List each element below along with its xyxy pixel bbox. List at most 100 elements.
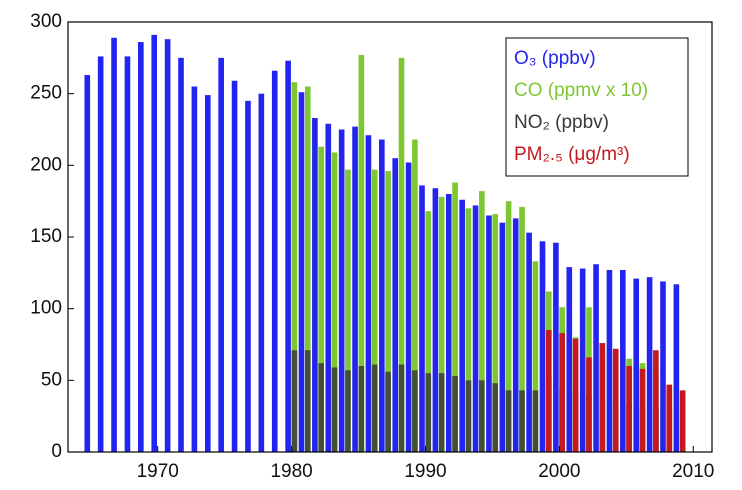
bar	[519, 390, 525, 452]
y-tick-label: 0	[51, 441, 62, 462]
bar	[606, 269, 613, 452]
bar	[365, 135, 372, 452]
bar	[358, 54, 365, 452]
bar	[412, 370, 418, 452]
legend-label: NO₂ (ppbv)	[514, 112, 609, 133]
bar	[84, 75, 91, 453]
bar	[479, 191, 485, 452]
bar	[392, 158, 399, 452]
bar	[593, 264, 599, 452]
legend-box	[505, 37, 689, 177]
bar	[586, 357, 592, 452]
bar	[505, 390, 512, 452]
bar	[258, 93, 265, 453]
bar	[331, 152, 338, 452]
bar	[620, 269, 626, 452]
bar	[459, 199, 465, 452]
x-tick-label: 1990	[404, 461, 446, 482]
bar	[646, 277, 653, 452]
bar	[138, 42, 144, 453]
bar	[124, 56, 131, 453]
bar	[425, 211, 432, 452]
y-tick-label: 200	[30, 154, 62, 175]
bar	[398, 57, 405, 452]
bar	[653, 350, 659, 452]
bar	[452, 376, 458, 452]
bar	[204, 95, 211, 452]
bar	[405, 162, 412, 452]
y-tick-label: 300	[30, 11, 62, 32]
bar	[345, 370, 351, 452]
bar	[673, 284, 680, 452]
bar	[519, 206, 525, 452]
bar	[371, 169, 378, 452]
bar	[633, 278, 640, 452]
bar	[291, 82, 298, 452]
bar	[398, 364, 405, 452]
bar	[499, 222, 506, 452]
bar	[572, 338, 579, 452]
bar	[432, 188, 439, 452]
bar	[111, 37, 117, 453]
bar	[371, 364, 378, 452]
bar	[151, 34, 158, 453]
y-tick-label: 50	[41, 369, 62, 390]
x-tick-label: 1970	[137, 461, 179, 482]
bar	[285, 60, 291, 452]
bar	[164, 39, 171, 452]
bar	[479, 380, 485, 452]
bar	[505, 201, 512, 452]
y-tick-label: 100	[30, 298, 62, 319]
bar	[271, 70, 278, 452]
bar	[352, 126, 358, 452]
x-tick-label: 2010	[672, 461, 714, 482]
bar	[231, 80, 238, 453]
bar	[545, 330, 552, 452]
bar	[304, 86, 311, 452]
bar	[191, 86, 198, 452]
bar	[438, 196, 445, 452]
bar	[358, 366, 365, 452]
bar	[532, 261, 539, 452]
bar	[419, 185, 425, 452]
bar	[539, 241, 546, 452]
legend-label: PM₂.₅ (μg/m³)	[514, 144, 630, 165]
legend-label: CO (ppmv x 10)	[514, 80, 648, 101]
bar	[452, 182, 458, 453]
bar	[318, 146, 324, 452]
bar	[492, 383, 499, 452]
x-tick-label: 2000	[538, 461, 580, 482]
bar	[486, 215, 492, 452]
bar	[291, 350, 298, 452]
y-tick-label: 250	[30, 83, 62, 104]
bar	[425, 373, 432, 452]
bar	[579, 268, 586, 452]
legend-label: O₃ (ppbv)	[514, 48, 596, 69]
bar	[465, 208, 472, 452]
bar	[679, 390, 686, 452]
bar	[318, 363, 324, 452]
bar	[331, 367, 338, 452]
bar	[325, 123, 332, 453]
bar	[178, 57, 184, 452]
bar	[97, 56, 104, 453]
bar	[312, 118, 318, 453]
bar	[526, 232, 532, 452]
bar	[338, 129, 345, 452]
bar	[599, 343, 606, 452]
bar	[626, 366, 632, 452]
bar	[379, 139, 385, 453]
bar	[612, 348, 619, 452]
bar	[298, 92, 305, 452]
bar	[465, 380, 472, 452]
bar	[472, 205, 479, 452]
bar	[304, 350, 311, 452]
bar	[345, 169, 351, 452]
bar	[666, 384, 673, 452]
bar	[660, 281, 666, 452]
bar	[512, 218, 519, 452]
bar	[492, 214, 499, 452]
bar	[639, 368, 646, 452]
bar	[559, 333, 565, 452]
